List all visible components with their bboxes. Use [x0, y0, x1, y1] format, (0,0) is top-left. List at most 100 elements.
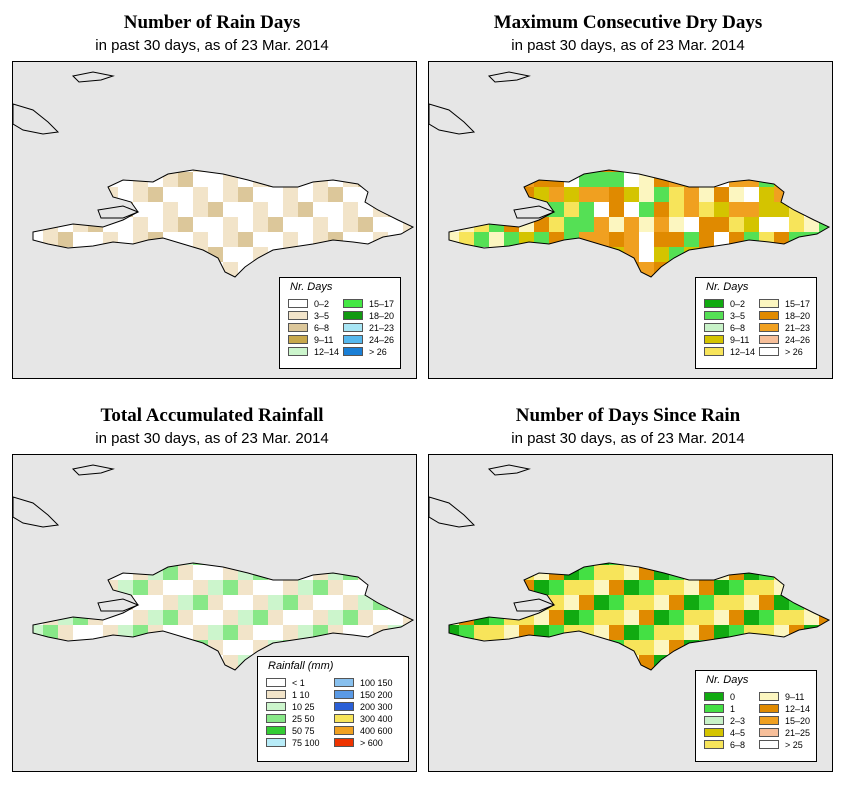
legend-swatch — [343, 323, 363, 332]
legend-swatch — [334, 714, 354, 723]
legend-swatch — [288, 299, 308, 308]
legend-entry: 15–17 — [343, 298, 394, 309]
legend-entry: 150 200 — [334, 689, 393, 700]
legend-label: 21–23 — [785, 322, 811, 333]
legend-label: 24–26 — [369, 334, 395, 345]
legend-label: 6–8 — [314, 322, 330, 333]
legend-entry: 400 600 — [334, 725, 393, 736]
legend-entry: 9–11 — [288, 334, 333, 345]
legend-label: > 25 — [785, 739, 803, 750]
legend-entry: 21–23 — [343, 322, 394, 333]
legend-label: 15–20 — [785, 715, 811, 726]
legend-label: 9–11 — [785, 691, 805, 702]
legend-entry: 0–2 — [288, 298, 329, 309]
legend-swatch — [288, 311, 308, 320]
legend-title: Nr. Days — [706, 281, 749, 293]
legend-label: 12–14 — [785, 703, 811, 714]
legend-swatch — [704, 347, 724, 356]
legend-swatch — [343, 299, 363, 308]
legend-entry: 3–5 — [288, 310, 329, 321]
legend-label: 0–2 — [730, 298, 746, 309]
legend-entry: 6–8 — [704, 322, 745, 333]
legend-swatch — [759, 311, 779, 320]
legend-entry: 200 300 — [334, 701, 393, 712]
legend-label: 9–11 — [314, 334, 334, 345]
legend-entry: 300 400 — [334, 713, 393, 724]
legend-entry: 75 100 — [266, 737, 320, 748]
legend-entry: 12–14 — [288, 346, 339, 357]
legend-entry: 9–11 — [759, 691, 804, 702]
legend: Nr. Days 0–2 3–5 6–8 9–11 12–14 15–17 18–20 21–… — [695, 277, 817, 369]
legend-swatch — [266, 738, 286, 747]
legend-swatch — [759, 692, 779, 701]
legend-entry: 24–26 — [759, 334, 810, 345]
legend-entry: 50 75 — [266, 725, 315, 736]
grid-map — [13, 71, 415, 278]
legend-entry: 15–17 — [759, 298, 810, 309]
legend-swatch — [759, 740, 779, 749]
legend-label: 24–26 — [785, 334, 811, 345]
grid-map — [429, 464, 831, 671]
legend: Nr. Days 0–2 3–5 6–8 9–11 12–14 15–17 18–20 21–… — [279, 277, 401, 369]
legend-entry: 21–25 — [759, 727, 810, 738]
legend-swatch — [704, 299, 724, 308]
legend-swatch — [759, 347, 779, 356]
legend-swatch — [334, 702, 354, 711]
legend-swatch — [759, 728, 779, 737]
map-rain-days: Nr. Days 0–2 3–5 6–8 9–11 12–14 15–17 18–20 21–… — [12, 61, 417, 379]
legend-label: 200 300 — [360, 701, 393, 712]
legend-swatch — [288, 323, 308, 332]
legend-swatch — [334, 690, 354, 699]
legend-entry: 12–14 — [759, 703, 810, 714]
legend-label: 6–8 — [730, 739, 746, 750]
legend-entry: > 26 — [343, 346, 387, 357]
legend-label: 6–8 — [730, 322, 746, 333]
legend-label: 75 100 — [292, 737, 320, 748]
legend-swatch — [759, 716, 779, 725]
legend-entry: > 25 — [759, 739, 803, 750]
legend-swatch — [704, 692, 724, 701]
legend-swatch — [704, 728, 724, 737]
legend-swatch — [266, 678, 286, 687]
panel-subtitle: in past 30 days, as of 23 Mar. 2014 — [95, 37, 329, 54]
legend-label: 12–14 — [314, 346, 340, 357]
legend-entry: 18–20 — [759, 310, 810, 321]
legend-label: > 600 — [360, 737, 383, 748]
legend-entry: 4–5 — [704, 727, 745, 738]
legend-label: 1 — [730, 703, 736, 714]
legend-swatch — [759, 299, 779, 308]
legend-swatch — [704, 335, 724, 344]
legend-entry: 0–2 — [704, 298, 745, 309]
legend-entry: 21–23 — [759, 322, 810, 333]
legend-label: 9–11 — [730, 334, 750, 345]
legend-swatch — [704, 704, 724, 713]
legend-entry: 12–14 — [704, 346, 755, 357]
legend-label: 4–5 — [730, 727, 746, 738]
legend-label: 15–17 — [369, 298, 395, 309]
legend-entry: 100 150 — [334, 677, 393, 688]
panel-subtitle: in past 30 days, as of 23 Mar. 2014 — [511, 430, 745, 447]
legend-swatch — [704, 311, 724, 320]
legend-label: 1 10 — [292, 689, 310, 700]
legend-swatch — [288, 347, 308, 356]
legend-swatch — [334, 738, 354, 747]
legend-label: 3–5 — [314, 310, 330, 321]
legend-label: < 1 — [292, 677, 305, 688]
panel-title: Number of Days Since Rain — [515, 405, 741, 426]
legend-label: 150 200 — [360, 689, 393, 700]
legend-swatch — [266, 702, 286, 711]
map-max-dry-days: Nr. Days 0–2 3–5 6–8 9–11 12–14 15–17 18–20 21–… — [428, 61, 833, 379]
legend-entry: 15–20 — [759, 715, 810, 726]
legend-title: Nr. Days — [706, 674, 749, 686]
legend-label: 15–17 — [785, 298, 811, 309]
legend-entry: 6–8 — [704, 739, 745, 750]
legend-label: > 26 — [785, 346, 803, 357]
legend-swatch — [334, 678, 354, 687]
legend-swatch — [343, 347, 363, 356]
legend-entry: 1 — [704, 703, 735, 714]
legend-label: 18–20 — [785, 310, 811, 321]
legend-entry: 1 10 — [266, 689, 310, 700]
legend-entry: 3–5 — [704, 310, 745, 321]
